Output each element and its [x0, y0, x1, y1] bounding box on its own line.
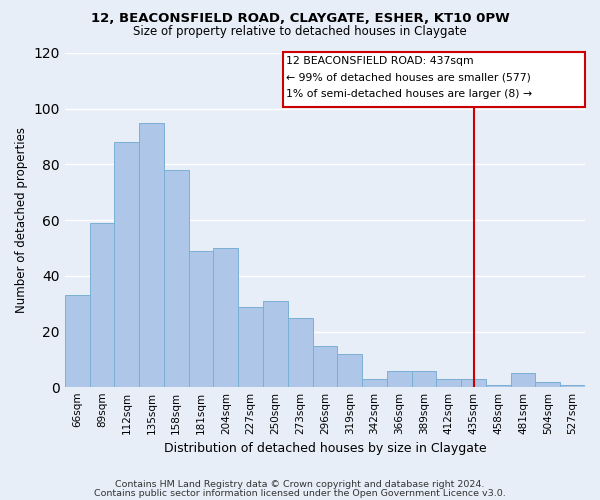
Bar [139, 122, 164, 388]
Bar [535, 382, 560, 388]
Bar [263, 301, 288, 388]
Bar [288, 318, 313, 388]
Bar [461, 379, 486, 388]
Text: 1% of semi-detached houses are larger (8) →: 1% of semi-detached houses are larger (8… [286, 89, 533, 99]
Bar [362, 379, 387, 388]
FancyBboxPatch shape [283, 52, 585, 108]
Text: ← 99% of detached houses are smaller (577): ← 99% of detached houses are smaller (57… [286, 72, 532, 83]
Bar [560, 384, 585, 388]
Bar [486, 384, 511, 388]
Text: 12, BEACONSFIELD ROAD, CLAYGATE, ESHER, KT10 0PW: 12, BEACONSFIELD ROAD, CLAYGATE, ESHER, … [91, 12, 509, 26]
Bar [115, 142, 139, 388]
Bar [65, 296, 89, 388]
Bar [214, 248, 238, 388]
Text: Size of property relative to detached houses in Claygate: Size of property relative to detached ho… [133, 25, 467, 38]
Bar [511, 374, 535, 388]
Text: Contains public sector information licensed under the Open Government Licence v3: Contains public sector information licen… [94, 488, 506, 498]
Bar [313, 346, 337, 388]
Bar [89, 223, 115, 388]
X-axis label: Distribution of detached houses by size in Claygate: Distribution of detached houses by size … [164, 442, 486, 455]
Bar [188, 251, 214, 388]
Bar [337, 354, 362, 388]
Bar [412, 370, 436, 388]
Text: 12 BEACONSFIELD ROAD: 437sqm: 12 BEACONSFIELD ROAD: 437sqm [286, 56, 474, 66]
Bar [387, 370, 412, 388]
Bar [436, 379, 461, 388]
Bar [164, 170, 188, 388]
Y-axis label: Number of detached properties: Number of detached properties [15, 127, 28, 313]
Text: Contains HM Land Registry data © Crown copyright and database right 2024.: Contains HM Land Registry data © Crown c… [115, 480, 485, 489]
Bar [238, 306, 263, 388]
